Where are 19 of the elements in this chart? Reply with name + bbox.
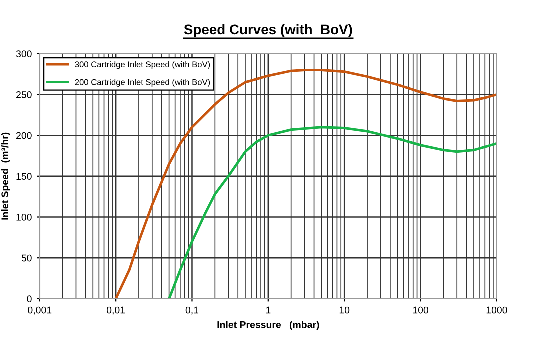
y-tick-label: 50 [22, 254, 32, 262]
x-tick-label: 0,001 [28, 306, 52, 315]
x-tick-label: 0,01 [106, 306, 126, 315]
legend-label: 300 Cartridge Inlet Speed (with BoV) [75, 61, 210, 70]
legend-label: 200 Cartridge Inlet Speed (with BoV) [75, 79, 210, 87]
chart-title: Speed Curves (with BoV) [184, 24, 352, 38]
y-tick-label: 150 [16, 173, 32, 180]
y-tick-label: 300 [16, 50, 32, 58]
x-tick-label: 1000 [486, 306, 508, 314]
y-tick-label: 250 [16, 91, 32, 98]
x-tick-label: 100 [413, 306, 428, 314]
y-tick-label: 100 [16, 214, 32, 221]
y-tick-label: 200 [16, 132, 32, 140]
y-tick-label: 0 [27, 296, 32, 303]
x-tick-label: 1 [266, 306, 271, 314]
x-tick-label: 10 [340, 306, 350, 314]
x-axis-title: Inlet Pressure (mbar) [218, 321, 320, 330]
x-tick-label: 0,1 [186, 306, 199, 315]
y-axis-title: Inlet Speed (m³/hr) [1, 132, 10, 220]
